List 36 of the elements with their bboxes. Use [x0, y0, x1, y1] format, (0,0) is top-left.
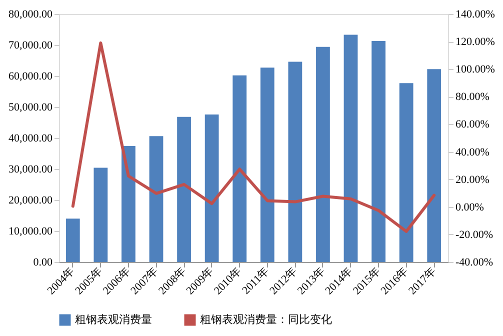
y2-tick-label: 40.00% — [456, 146, 490, 158]
bar — [122, 146, 136, 262]
line-series — [71, 41, 436, 233]
bar — [399, 83, 414, 262]
legend-label: 粗钢表观消费量：同比变化 — [200, 313, 332, 326]
y2-tick-label: -40.00% — [456, 256, 494, 268]
y2-tick-label: 60.00% — [456, 118, 490, 131]
bar — [316, 46, 330, 262]
y2-tick-label: 20.00% — [456, 174, 490, 186]
bar — [372, 40, 386, 262]
bar — [177, 116, 191, 262]
bar — [232, 75, 247, 262]
y-tick-label: 30,000.00 — [8, 164, 53, 176]
y2-tick-label: -20.00% — [456, 228, 494, 241]
y-tick-label: 0.00 — [33, 256, 53, 268]
bar — [427, 69, 442, 262]
y2-tick-label: 80.00% — [456, 91, 490, 104]
y-tick-label: 70,000.00 — [8, 40, 53, 52]
bar — [204, 114, 219, 262]
y2-tick-label: 0.00% — [456, 201, 484, 214]
bar — [344, 34, 358, 262]
y-tick-label: 60,000.00 — [8, 70, 53, 82]
y-tick-label: 50,000.00 — [8, 102, 53, 114]
bar — [94, 168, 108, 262]
bar — [288, 62, 302, 262]
legend-label: 粗钢表观消费量 — [75, 313, 152, 326]
bar — [66, 218, 80, 262]
y-tick-label: 40,000.00 — [8, 132, 53, 144]
y2-tick-label: 100.00% — [456, 64, 495, 76]
y2-tick-label: 140.00% — [456, 8, 495, 20]
y-tick-label: 10,000.00 — [8, 226, 53, 238]
bar — [149, 136, 164, 262]
y-tick-label: 80,000.00 — [8, 8, 53, 20]
y2-tick-label: 120.00% — [456, 36, 495, 48]
bar — [260, 68, 274, 262]
y-tick-label: 20,000.00 — [8, 194, 53, 206]
